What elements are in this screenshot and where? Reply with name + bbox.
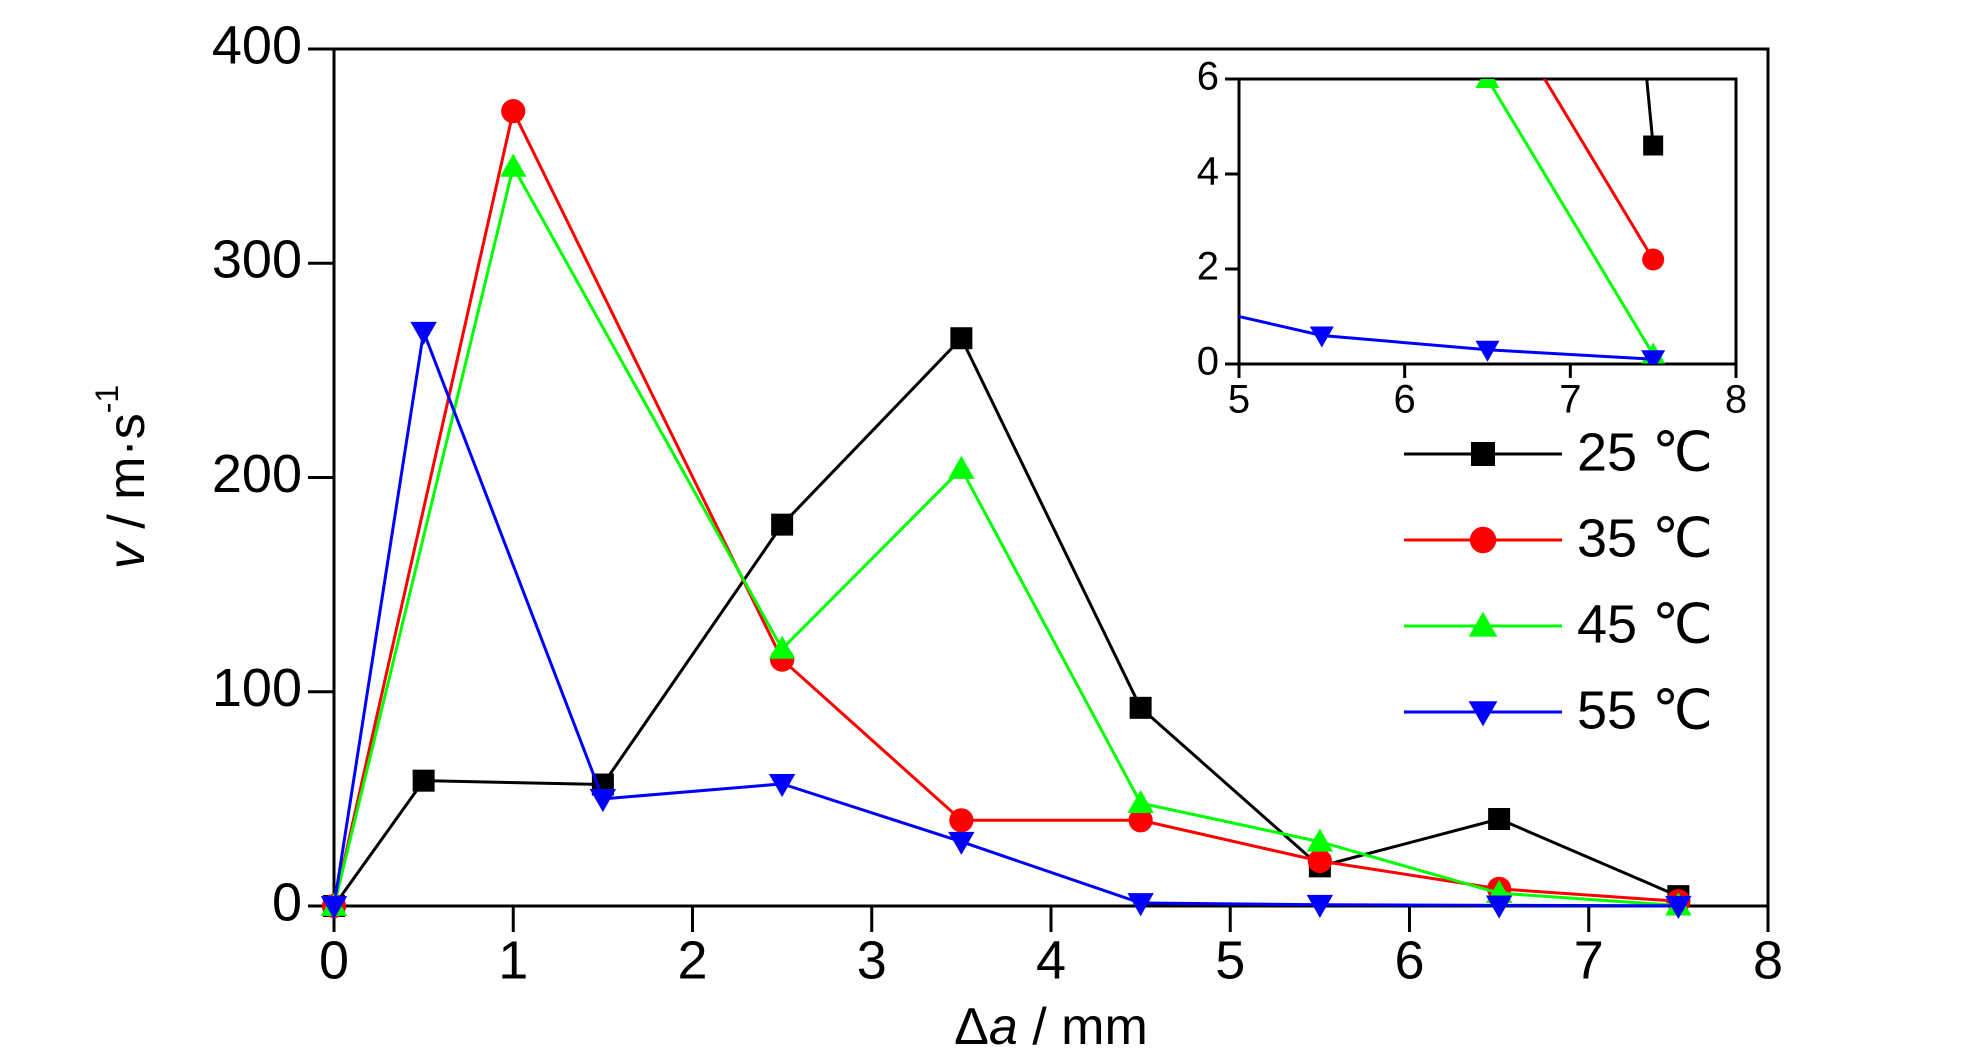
marker [1471,442,1495,466]
x-tick-label: 7 [1559,378,1581,422]
series-line [1542,79,1655,261]
marker [768,635,796,659]
y-tick-label: 4 [1197,150,1219,194]
plot-area [320,99,1692,920]
plot-area [1144,79,1666,364]
marker [1468,611,1498,637]
marker [410,321,437,346]
x-label-unit: / mm [1018,998,1148,1056]
x-tick-label: 0 [319,931,349,991]
marker [1642,248,1665,271]
x-tick-label: 4 [1036,931,1066,991]
marker [1307,848,1332,874]
x-tick-label: 8 [1725,378,1747,422]
marker [1309,326,1334,348]
legend-label: 35 ℃ [1577,508,1713,568]
x-tick-label: 1 [498,931,528,991]
x-tick-label: 2 [677,931,707,991]
marker [1129,696,1152,719]
legend-label: 25 ℃ [1577,422,1713,482]
marker [500,153,527,177]
marker [948,831,975,855]
marker [1469,526,1497,554]
marker [501,99,526,124]
marker [950,327,973,350]
y-tick-label: 300 [212,230,302,290]
x-tick-label: 6 [1394,931,1424,991]
y-label-var: v [98,540,156,569]
marker [771,513,794,536]
marker [1306,828,1334,852]
marker [1127,893,1154,917]
series-line [1645,79,1655,146]
marker [1128,808,1153,833]
y-label-unit: / m·s [98,413,156,543]
x-tick-label: 7 [1574,931,1604,991]
marker [1144,289,1168,310]
marker [589,788,617,813]
y-tick-label: 400 [212,15,302,75]
x-tick-label: 3 [857,931,887,991]
y-tick-label: 2 [1197,245,1219,289]
legend-label: 45 ℃ [1577,594,1713,654]
plot-frame [332,47,1770,908]
marker [1468,701,1498,727]
marker [320,896,348,920]
series-line [1485,79,1655,356]
plot-frame [1237,77,1738,366]
marker [1306,894,1334,918]
x-tick-label: 6 [1394,378,1416,422]
marker [1475,79,1500,88]
marker [1641,350,1666,364]
y-tick-label: 0 [272,872,302,932]
series-line [332,106,1679,907]
x-tick-label: 5 [1215,931,1245,991]
x-tick-label: 5 [1228,378,1250,422]
marker [1475,340,1500,362]
marker [1643,135,1664,156]
marker [768,773,796,798]
y-tick-label: 200 [212,444,302,504]
y-axis-label: v / m·s-1 [89,385,155,569]
marker [1127,789,1154,814]
y-tick-label: 6 [1197,55,1219,99]
marker [1665,895,1692,919]
y-label-exp: -1 [89,385,125,413]
y-tick-label: 0 [1197,340,1219,384]
x-tick-label: 8 [1753,931,1783,991]
marker [1485,895,1513,919]
marker [949,808,974,833]
legend-label: 55 ℃ [1577,680,1713,740]
series-line [332,162,1679,908]
x-axis-label: Δa / mm [954,998,1148,1056]
y-tick-label: 100 [212,658,302,718]
marker [948,455,975,479]
x-label-prefix: Δ [954,998,989,1056]
series-line [1239,314,1654,361]
x-label-var: a [989,998,1018,1056]
marker [1488,808,1511,831]
marker [412,769,435,792]
